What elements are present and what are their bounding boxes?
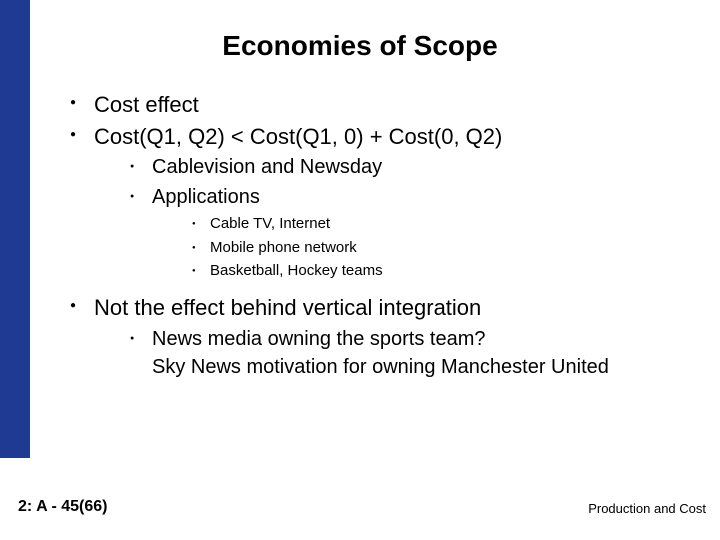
bullet-item: Applications Cable TV, Internet Mobile p… [130, 183, 720, 283]
bullet-list-lvl2: News media owning the sports team? Sky N… [130, 325, 720, 381]
bullet-text: Cost effect [94, 92, 199, 117]
bullet-text: Mobile phone network [210, 239, 357, 256]
bullet-item: Cablevision and Newsday [130, 153, 720, 181]
bullet-item: Not the effect behind vertical integrati… [70, 293, 720, 381]
slide-content: Economies of Scope Cost effect Cost(Q1, … [30, 0, 720, 383]
sidebar-accent [0, 0, 30, 458]
slide-title: Economies of Scope [30, 30, 720, 62]
bullet-item: Basketball, Hockey teams [192, 260, 720, 283]
bullet-item: News media owning the sports team? Sky N… [130, 325, 720, 381]
footer-section: Production and Cost [588, 501, 706, 516]
bullet-item: Mobile phone network [192, 237, 720, 260]
bullet-item: Cost(Q1, Q2) < Cost(Q1, 0) + Cost(0, Q2)… [70, 122, 720, 283]
bullet-text: Basketball, Hockey teams [210, 262, 383, 279]
bullet-item: Cost effect [70, 90, 720, 120]
bullet-text: Cablevision and Newsday [152, 156, 382, 178]
bullet-text: Cable TV, Internet [210, 215, 330, 232]
bullet-list-lvl1: Cost effect Cost(Q1, Q2) < Cost(Q1, 0) +… [70, 90, 720, 381]
bullet-list-lvl2: Cablevision and Newsday Applications Cab… [130, 153, 720, 283]
bullet-text: Applications [152, 186, 260, 208]
bullet-text: Cost(Q1, Q2) < Cost(Q1, 0) + Cost(0, Q2) [94, 124, 502, 149]
footer-page-ref: 2: A - 45(66) [18, 498, 108, 516]
bullet-text: Not the effect behind vertical integrati… [94, 295, 481, 320]
bullet-text: News media owning the sports team? Sky N… [152, 328, 609, 378]
bullet-list-lvl3: Cable TV, Internet Mobile phone network … [192, 213, 720, 283]
bullet-item: Cable TV, Internet [192, 213, 720, 236]
